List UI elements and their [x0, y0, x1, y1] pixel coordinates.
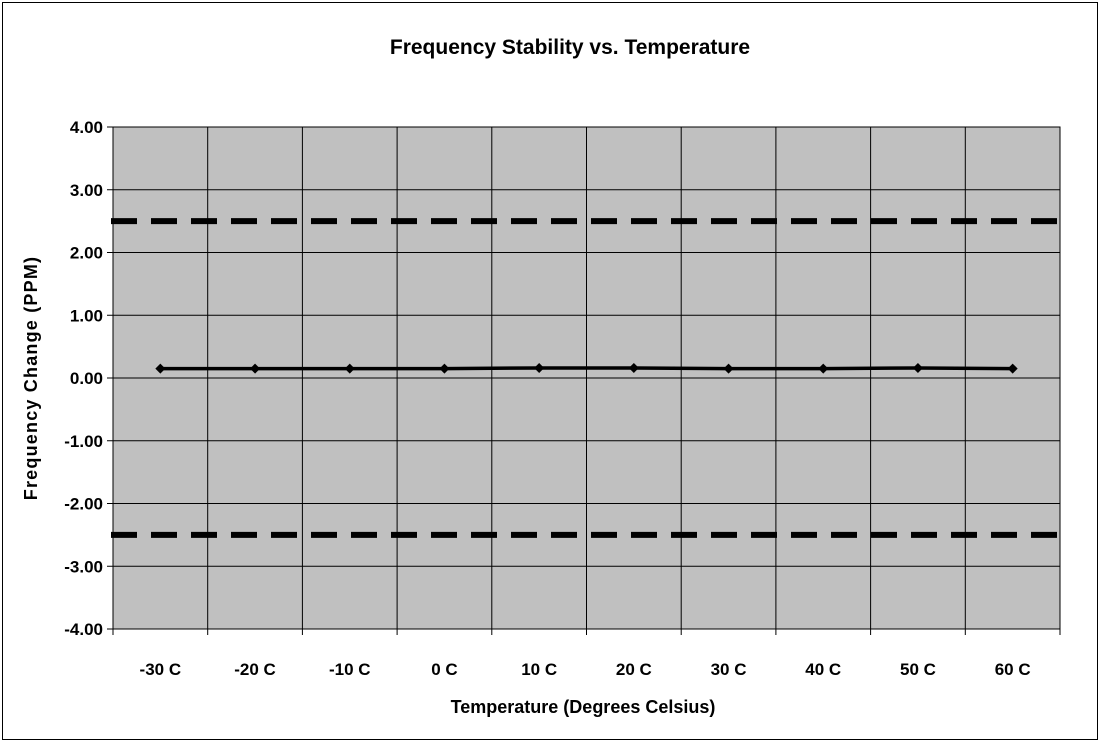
x-tick-label: 30 C	[711, 660, 747, 679]
data-point	[155, 363, 166, 374]
x-tick-label: 20 C	[616, 660, 652, 679]
x-tick-label: 40 C	[805, 660, 841, 679]
x-tick-label: -20 C	[234, 660, 276, 679]
y-tick-label: 0.00	[70, 369, 103, 388]
data-point	[628, 362, 639, 373]
y-tick-label: -4.00	[64, 620, 103, 639]
x-tick-label: -30 C	[140, 660, 182, 679]
y-tick-label: -3.00	[64, 557, 103, 576]
y-tick-label: -2.00	[64, 495, 103, 514]
data-point	[439, 363, 450, 374]
data-point	[534, 362, 545, 373]
data-series	[155, 362, 1018, 374]
y-axis-title: Frequency Change (PPM)	[21, 256, 41, 500]
y-tick-label: 3.00	[70, 181, 103, 200]
x-axis-title: Temperature (Degrees Celsius)	[451, 697, 716, 717]
data-point	[344, 363, 355, 374]
x-axis-ticks: -30 C -20 C -10 C 0 C 10 C 20 C 30 C 40 C 50 C 60…	[112, 629, 1061, 679]
chart-title: Frequency Stability vs. Temperature	[390, 36, 750, 59]
x-tick-label: 60 C	[995, 660, 1031, 679]
y-tick-label: 2.00	[70, 244, 103, 263]
data-point	[1007, 363, 1018, 374]
x-tick-label: 50 C	[900, 660, 936, 679]
data-point	[818, 363, 829, 374]
grid-lines	[113, 126, 1060, 630]
data-point	[723, 363, 734, 374]
y-axis-ticks: 4.00 3.00 2.00 1.00 0.00 -1.00 -2.00 -3.00 -4.00	[64, 118, 113, 639]
series-line	[160, 366, 1013, 371]
y-tick-label: 1.00	[70, 306, 103, 325]
x-tick-label: 10 C	[521, 660, 557, 679]
data-point	[912, 362, 923, 373]
data-point	[250, 363, 261, 374]
x-tick-label: -10 C	[329, 660, 371, 679]
x-tick-label: 0 C	[431, 660, 457, 679]
y-tick-label: 4.00	[70, 118, 103, 137]
y-tick-label: -1.00	[64, 432, 103, 451]
